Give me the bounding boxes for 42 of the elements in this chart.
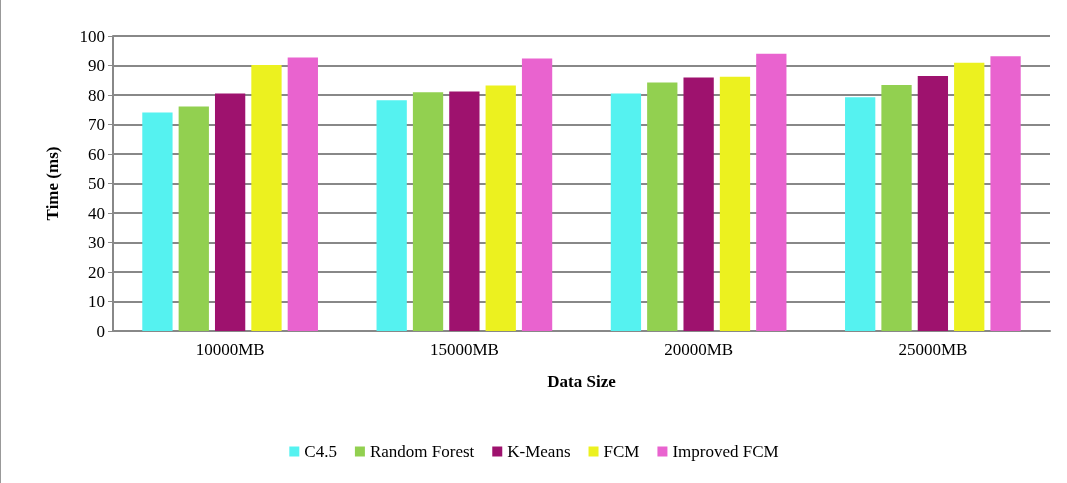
y-tick-label: 100 — [79, 26, 105, 46]
y-tick-label: 80 — [88, 85, 105, 105]
bar — [287, 57, 318, 331]
legend-label: C4.5 — [304, 442, 337, 461]
bar — [449, 91, 480, 331]
bar — [521, 58, 553, 331]
bar — [412, 92, 444, 331]
x-tick-label: 25000MB — [898, 340, 968, 359]
bar — [881, 84, 912, 331]
legend-label: Random Forest — [369, 442, 475, 461]
bar — [845, 97, 876, 331]
bar — [251, 64, 282, 331]
bar — [178, 106, 209, 331]
x-tick-label: 15000MB — [429, 340, 499, 359]
x-axis-title: Data Size — [547, 372, 617, 391]
bar — [214, 93, 246, 331]
bar — [376, 100, 407, 331]
bar — [683, 77, 714, 331]
bar — [610, 93, 642, 331]
x-tick-label: 10000MB — [195, 340, 265, 359]
bar — [719, 76, 751, 331]
y-tick-label: 20 — [88, 262, 105, 282]
bar — [954, 62, 985, 331]
bar — [917, 76, 949, 331]
y-axis-title: Time (ms) — [43, 146, 62, 221]
legend-label: FCM — [603, 442, 640, 461]
legend-label: Improved FCM — [672, 442, 779, 461]
y-tick-label: 70 — [88, 115, 105, 134]
y-tick-label: 90 — [88, 56, 105, 75]
bar — [647, 82, 678, 331]
bar — [756, 53, 787, 331]
y-tick-label: 30 — [88, 233, 105, 252]
y-tick-label: 40 — [88, 203, 105, 223]
bar — [142, 112, 173, 331]
y-tick-label: 10 — [88, 292, 105, 311]
y-tick-label: 0 — [96, 321, 105, 341]
bar — [990, 56, 1021, 331]
y-tick-label: 50 — [88, 174, 105, 193]
bar — [485, 85, 516, 331]
legend-label: K-Means — [507, 442, 571, 461]
y-tick-label: 60 — [88, 144, 105, 164]
x-tick-label: 20000MB — [664, 340, 734, 359]
